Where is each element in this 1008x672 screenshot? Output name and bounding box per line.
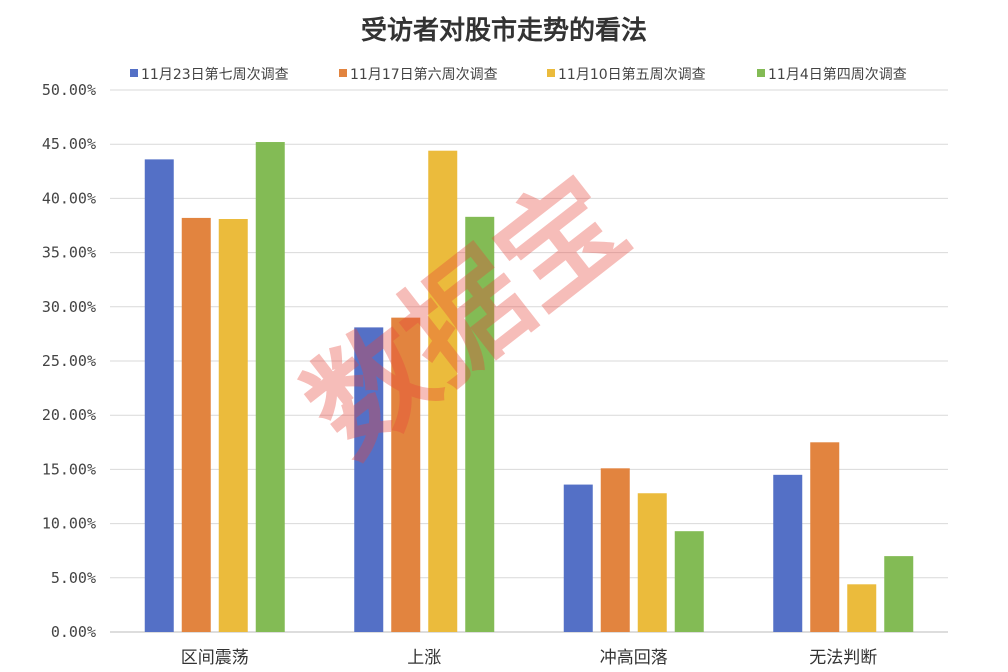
bar [674, 531, 704, 632]
y-tick-label: 30.00% [42, 298, 96, 316]
bar [144, 159, 174, 632]
y-tick-label: 0.00% [51, 623, 96, 641]
y-tick-label: 15.00% [42, 460, 96, 478]
x-tick-label: 区间震荡 [181, 648, 249, 668]
chart-title: 受访者对股市走势的看法 [360, 16, 647, 46]
y-tick-label: 50.00% [42, 81, 96, 99]
bar [773, 474, 803, 632]
legend-label: 11月4日第四周次调查 [768, 66, 907, 83]
legend-swatch [339, 69, 347, 77]
y-tick-label: 10.00% [42, 515, 96, 533]
y-tick-label: 40.00% [42, 189, 96, 207]
legend-swatch [130, 69, 138, 77]
y-tick-label: 35.00% [42, 244, 96, 262]
legend-swatch [757, 69, 765, 77]
legend-label: 11月23日第七周次调查 [141, 66, 289, 83]
bar [884, 556, 914, 632]
y-tick-label: 25.00% [42, 352, 96, 370]
bar [218, 218, 248, 632]
bar [428, 150, 458, 633]
bar [600, 468, 630, 632]
bar [354, 327, 384, 632]
y-tick-label: 5.00% [51, 569, 96, 587]
bar [637, 493, 667, 632]
bar [465, 216, 495, 632]
bar [255, 142, 285, 633]
y-tick-label: 20.00% [42, 406, 96, 424]
x-tick-label: 无法判断 [809, 648, 877, 668]
bar [847, 584, 877, 632]
legend-label: 11月17日第六周次调查 [350, 66, 498, 83]
legend-label: 11月10日第五周次调查 [558, 66, 706, 83]
x-tick-label: 上涨 [407, 648, 441, 668]
legend-swatch [547, 69, 555, 77]
bar [810, 442, 840, 632]
bar [391, 317, 421, 632]
x-tick-label: 冲高回落 [600, 648, 668, 668]
bar [181, 217, 211, 633]
y-tick-label: 45.00% [42, 135, 96, 153]
bar [563, 484, 593, 632]
